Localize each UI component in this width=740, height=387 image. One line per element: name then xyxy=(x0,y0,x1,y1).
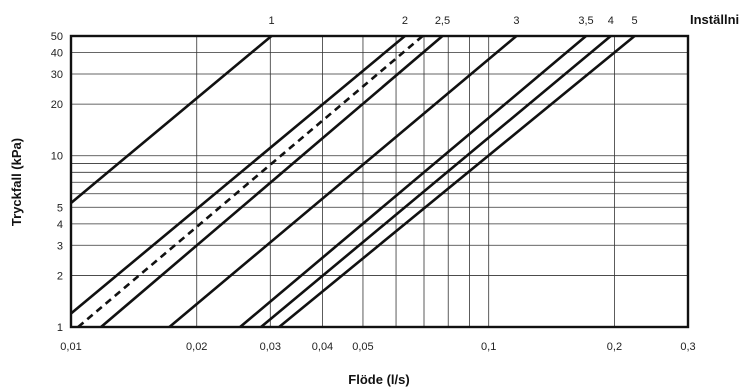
series-line-setting xyxy=(168,35,518,328)
y-tick-label: 3 xyxy=(57,240,63,252)
x-axis-title: Flöde (l/s) xyxy=(348,372,409,387)
series-line-setting xyxy=(70,35,406,315)
setting-label: 3 xyxy=(513,15,519,27)
setting-label: 2,5 xyxy=(435,15,450,27)
x-tick-label: 0,03 xyxy=(260,341,281,353)
y-tick-label: 20 xyxy=(51,99,63,111)
settings-title: Inställning xyxy=(690,12,740,27)
x-tick-label: 0,04 xyxy=(312,341,333,353)
y-axis-title: Tryckfall (kPa) xyxy=(9,138,24,226)
setting-label: 5 xyxy=(632,15,638,27)
series-line-setting xyxy=(100,35,444,328)
setting-labels: 1 2 2,5 3 3,5 4 5 xyxy=(268,15,637,27)
plot-frame xyxy=(69,34,690,329)
x-tick-labels: 0,01 0,02 0,03 0,04 0,05 0,1 0,2 0,3 xyxy=(60,341,695,353)
series-line-setting xyxy=(70,35,273,204)
y-tick-label: 40 xyxy=(51,48,63,60)
y-tick-label: 2 xyxy=(57,270,63,282)
x-tick-label: 0,3 xyxy=(680,341,695,353)
x-tick-label: 0,01 xyxy=(60,341,81,353)
x-tick-label: 0,2 xyxy=(607,341,622,353)
y-tick-label: 5 xyxy=(57,202,63,214)
y-tick-label: 50 xyxy=(51,31,63,43)
setting-label: 3,5 xyxy=(578,15,593,27)
y-tick-label: 4 xyxy=(57,219,63,231)
x-tick-label: 0,05 xyxy=(352,341,373,353)
y-tick-label: 1 xyxy=(57,322,63,334)
y-tick-labels: 1 2 3 4 5 10 20 30 40 50 xyxy=(51,31,63,334)
setting-lines xyxy=(70,34,636,329)
x-tick-label: 0,1 xyxy=(481,341,496,353)
x-tick-label: 0,02 xyxy=(186,341,207,353)
series-line-setting xyxy=(278,34,636,329)
series-line-setting xyxy=(239,35,587,328)
setting-label: 4 xyxy=(608,15,614,27)
grid-lines xyxy=(71,36,688,327)
setting-label: 1 xyxy=(268,15,274,27)
series-line-dashed xyxy=(77,35,424,328)
setting-label: 2 xyxy=(402,15,408,27)
series-line-setting xyxy=(260,35,612,328)
y-tick-label: 10 xyxy=(51,151,63,163)
y-tick-label: 30 xyxy=(51,69,63,81)
